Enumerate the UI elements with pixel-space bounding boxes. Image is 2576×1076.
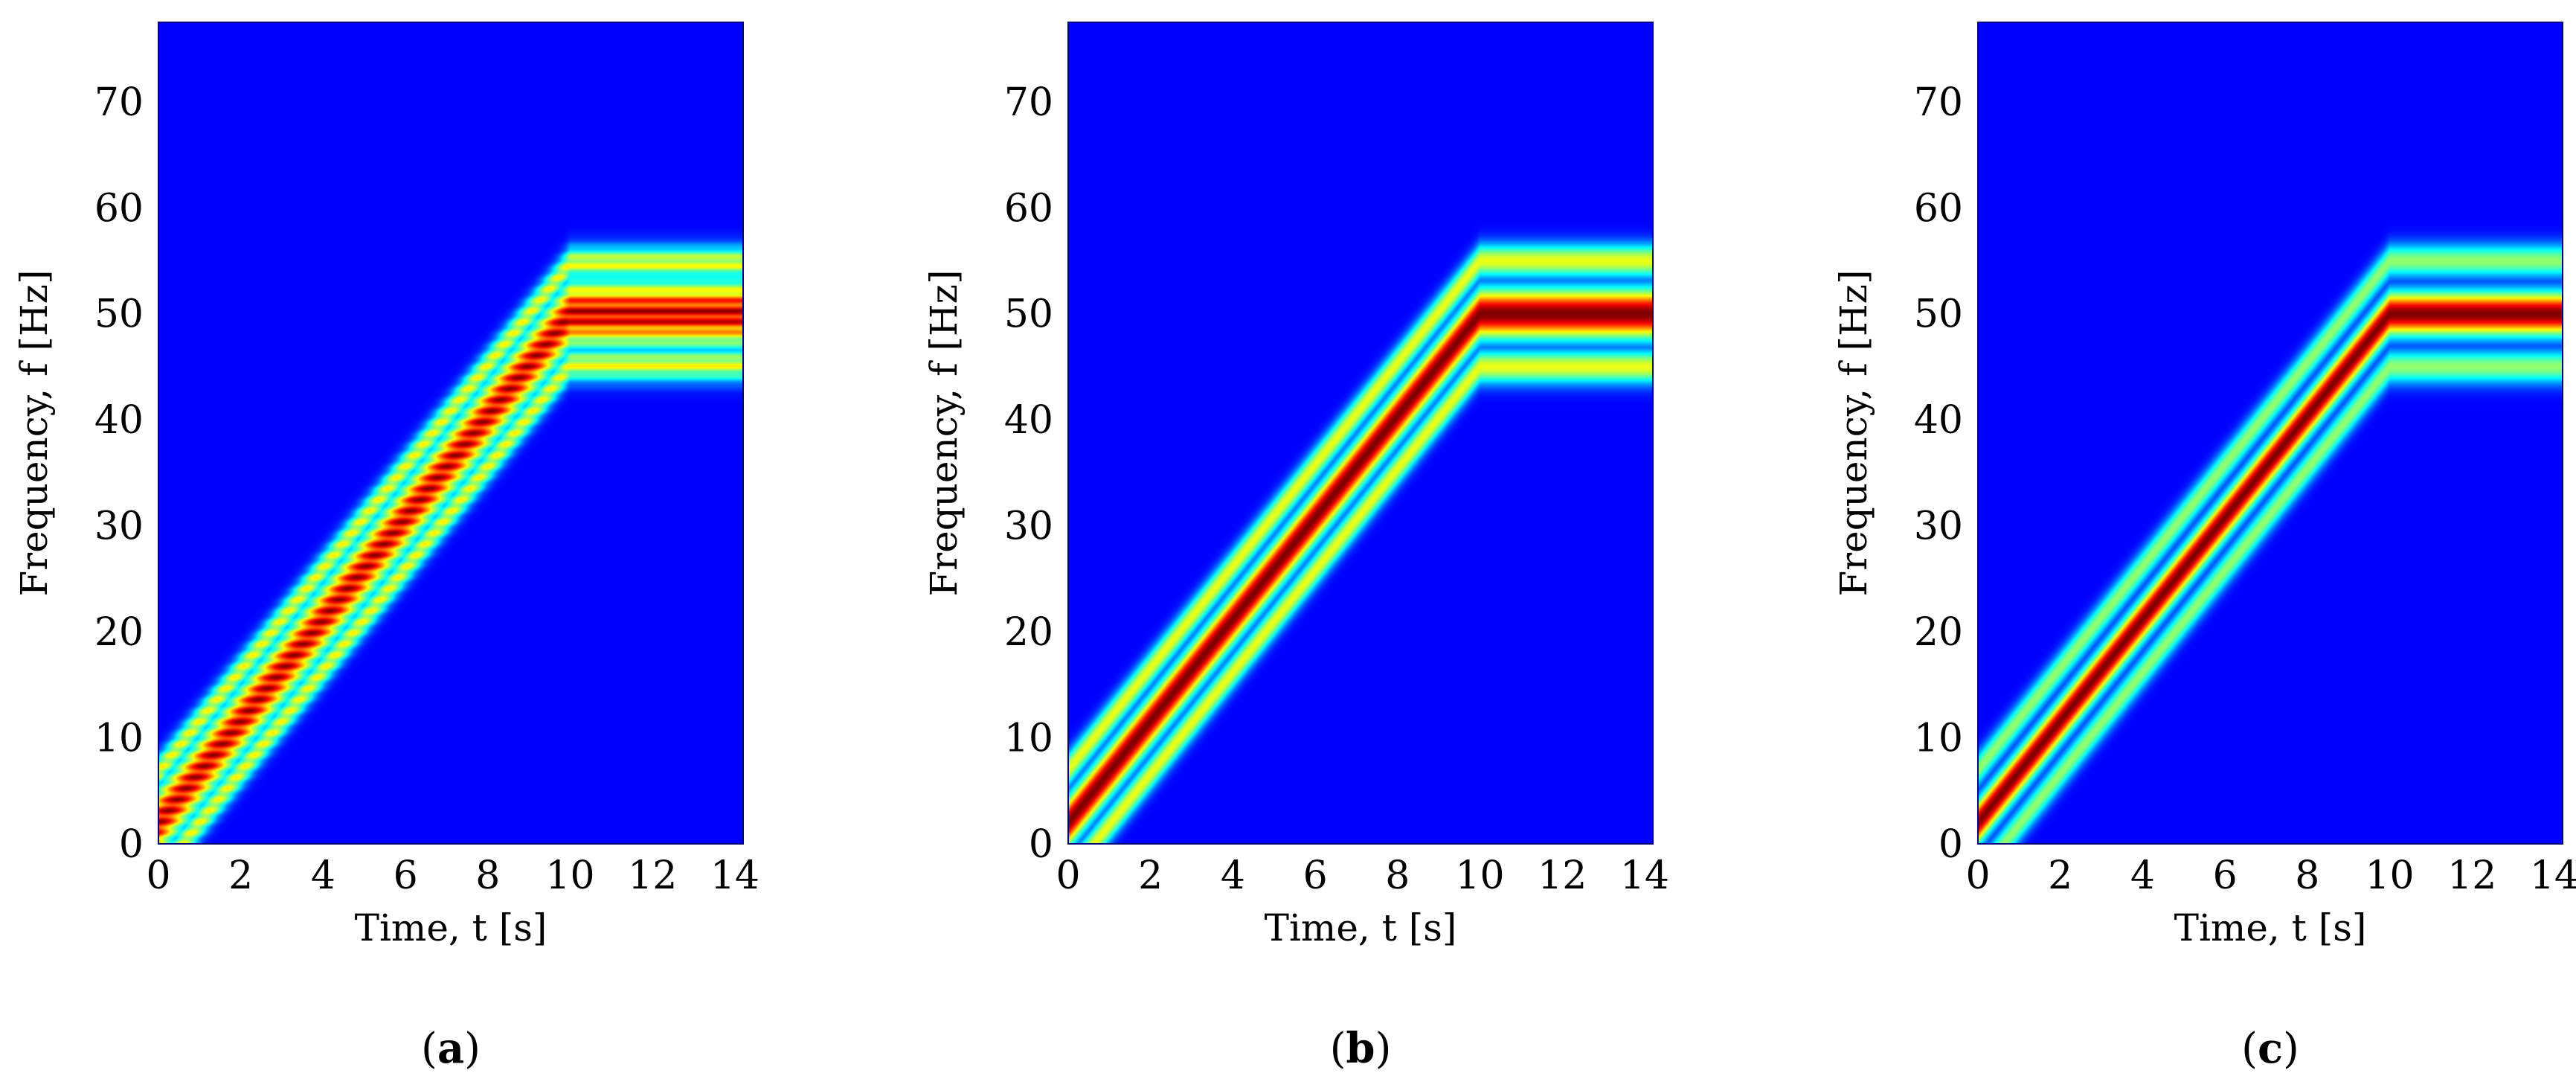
chart-panel-b: 0 2 4 6 8 10 12 14 0 10 20 30 40 50 60 70 Time, t [s] Fre… — [922, 22, 1669, 1073]
x-tick-label: 4 — [2130, 854, 2155, 898]
y-tick-label: 10 — [94, 717, 144, 761]
x-axis-title: Time, t [s] — [355, 906, 547, 949]
x-tick-label: 6 — [1303, 854, 1328, 898]
x-axis-title: Time, t [s] — [2174, 906, 2367, 949]
x-tick-label: 12 — [2447, 854, 2496, 898]
plot-frame — [158, 22, 744, 845]
x-tick-label: 10 — [1455, 854, 1504, 898]
y-tick-label: 50 — [1004, 292, 1053, 337]
spectrogram-heatmap — [158, 22, 743, 844]
x-tick-label: 14 — [710, 854, 759, 898]
y-tick-label: 50 — [1914, 292, 1963, 337]
y-tick-label: 30 — [1004, 505, 1053, 549]
y-tick-label: 40 — [1004, 398, 1053, 443]
y-tick-label: 40 — [94, 398, 144, 443]
x-tick-label: 14 — [1620, 854, 1669, 898]
x-axis-title: Time, t [s] — [1265, 906, 1457, 949]
y-tick-label: 60 — [94, 186, 144, 231]
x-tick-label: 6 — [394, 854, 418, 898]
y-tick-label: 30 — [94, 505, 144, 549]
chart-panel-c: 0 2 4 6 8 10 12 14 0 10 20 30 40 50 60 70 Time, t [s] Fre… — [1832, 22, 2576, 1073]
y-tick-label: 40 — [1914, 398, 1963, 443]
plot-frame — [1977, 22, 2563, 845]
x-tick-label: 4 — [1221, 854, 1245, 898]
y-axis-title: Frequency, f [Hz] — [922, 270, 966, 597]
x-tick-label: 14 — [2530, 854, 2576, 898]
y-tick-label: 10 — [1914, 717, 1963, 761]
y-tick-label: 60 — [1914, 186, 1963, 231]
y-tick-label: 60 — [1004, 186, 1053, 231]
y-axis-title: Frequency, f [Hz] — [1832, 270, 1875, 597]
y-tick-label: 20 — [94, 610, 144, 655]
x-tick-label: 8 — [2295, 854, 2319, 898]
panel-caption: (a) — [421, 1024, 481, 1073]
y-tick-label: 70 — [1004, 80, 1053, 125]
panel-caption: (c) — [2241, 1024, 2299, 1073]
x-tick-label: 2 — [1138, 854, 1163, 898]
x-tick-label: 2 — [228, 854, 253, 898]
y-tick-label: 70 — [1914, 80, 1963, 125]
chart-panel-a: 0 2 4 6 8 10 12 14 0 10 20 30 40 50 60 70 Time, t [s] Fre… — [13, 22, 759, 1073]
x-tick-label: 0 — [146, 854, 170, 898]
x-tick-label: 2 — [2048, 854, 2072, 898]
x-tick-label: 6 — [2213, 854, 2238, 898]
x-tick-label: 12 — [628, 854, 677, 898]
spectrogram-heatmap — [1978, 22, 2563, 844]
y-tick-label: 20 — [1004, 610, 1053, 655]
x-tick-label: 0 — [1056, 854, 1080, 898]
x-tick-label: 8 — [475, 854, 500, 898]
y-tick-label: 0 — [119, 822, 144, 867]
x-tick-label: 8 — [1385, 854, 1410, 898]
y-tick-label: 0 — [1029, 822, 1053, 867]
x-tick-label: 4 — [311, 854, 335, 898]
x-tick-label: 0 — [1965, 854, 1990, 898]
y-tick-label: 20 — [1914, 610, 1963, 655]
spectrogram-heatmap — [1068, 22, 1653, 844]
panel-caption: (b) — [1330, 1024, 1392, 1073]
y-tick-label: 30 — [1914, 505, 1963, 549]
y-tick-label: 50 — [94, 292, 144, 337]
y-tick-label: 10 — [1004, 717, 1053, 761]
y-tick-label: 0 — [1939, 822, 1963, 867]
x-tick-label: 10 — [545, 854, 594, 898]
x-tick-label: 10 — [2365, 854, 2414, 898]
y-tick-label: 70 — [94, 80, 144, 125]
plot-frame — [1067, 22, 1654, 845]
x-tick-label: 12 — [1538, 854, 1587, 898]
y-axis-title: Frequency, f [Hz] — [13, 270, 56, 597]
